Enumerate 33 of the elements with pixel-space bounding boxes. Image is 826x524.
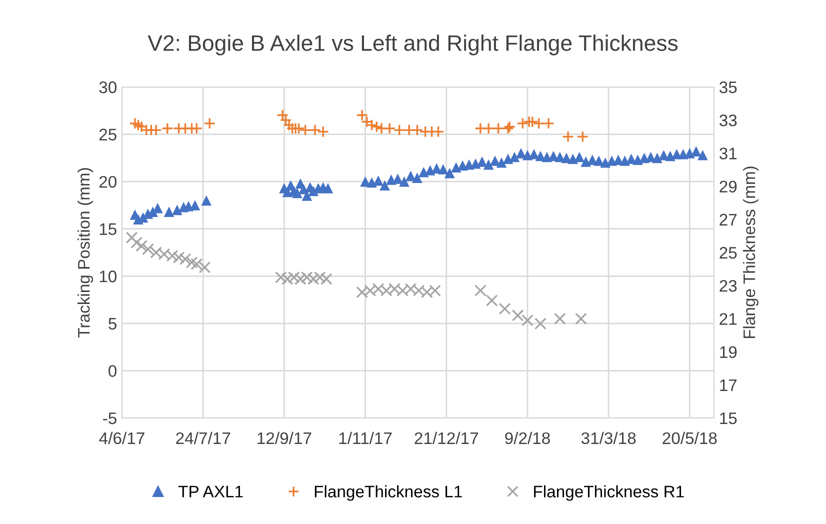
legend-label: FlangeThickness R1 xyxy=(534,485,684,501)
legend-label: TP AXL1 xyxy=(178,486,243,498)
chart-title: V2: Bogie B Axle1 vs Left and Right Flange Thickness xyxy=(148,34,678,56)
y-tick-label: 5 xyxy=(108,318,116,330)
y2-tick-label: 15 xyxy=(720,412,737,424)
y2-tick-label: 23 xyxy=(720,280,737,292)
y2-tick-label: 25 xyxy=(720,246,737,259)
x-tick-label: 20/5/18 xyxy=(662,432,717,444)
x-tick-label: 4/6/17 xyxy=(99,432,144,444)
y2-tick-label: 31 xyxy=(719,148,737,160)
y-axis-title: Tracking Position (mm) xyxy=(78,168,94,338)
y2-tick-label: 33 xyxy=(719,114,737,126)
y-tick-label: -5 xyxy=(103,412,116,424)
x-tick-label: 9/2/18 xyxy=(505,432,550,444)
y2-tick-label: 17 xyxy=(720,379,737,391)
y2-tick-label: 29 xyxy=(720,180,737,193)
y2-tick-label: 27 xyxy=(720,214,737,226)
x-tick-label: 1/11/17 xyxy=(339,432,392,444)
x-tick-label: 31/3/18 xyxy=(581,432,636,444)
y-tick-label: 20 xyxy=(99,176,116,188)
legend-label: FlangeThickness L1 xyxy=(314,485,462,501)
y-tick-label: 15 xyxy=(100,223,116,236)
y2-tick-label: 35 xyxy=(719,81,737,94)
y-tick-label: 0 xyxy=(108,365,116,377)
x-tick-label: 21/12/17 xyxy=(414,432,478,444)
y2-tick-label: 21 xyxy=(720,313,737,325)
y-tick-label: 10 xyxy=(100,270,116,282)
y-tick-label: 25 xyxy=(99,128,116,140)
y2-axis-title: Flange Thickness (mm) xyxy=(742,166,758,338)
x-tick-label: 12/9/17 xyxy=(258,432,312,444)
y2-tick-label: 19 xyxy=(720,346,737,358)
y-tick-label: 30 xyxy=(99,81,116,94)
x-tick-label: 24/7/17 xyxy=(176,432,230,444)
